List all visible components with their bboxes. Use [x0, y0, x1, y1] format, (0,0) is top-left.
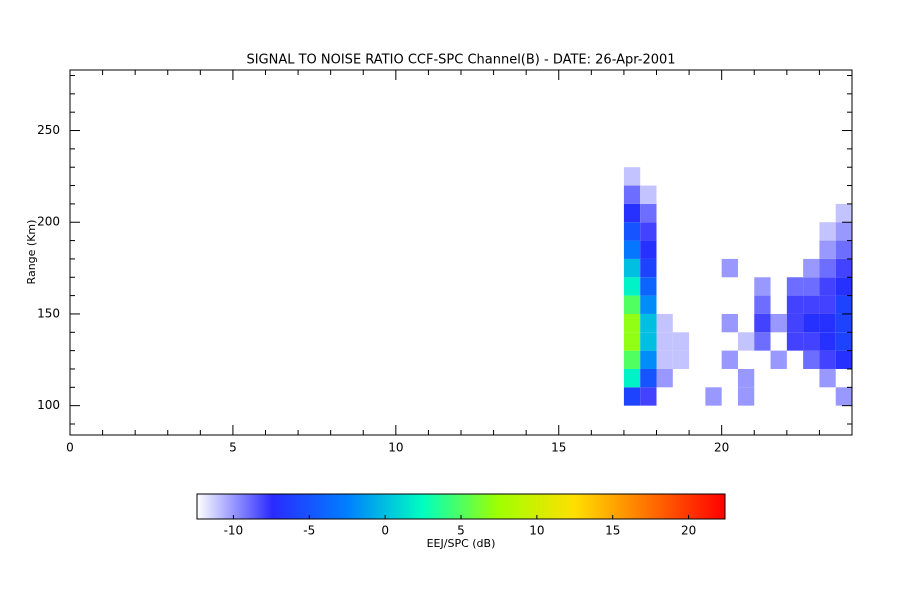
heatmap-cell	[623, 203, 641, 223]
heatmap-cell	[623, 277, 641, 296]
heatmap-cell	[623, 222, 641, 241]
heatmap-cell	[623, 185, 641, 204]
heatmap-cell	[721, 313, 738, 333]
heatmap-cell	[640, 185, 657, 204]
y-tick-label: 250	[37, 123, 60, 137]
heatmap-cell	[623, 240, 641, 259]
x-tick-label: 0	[66, 441, 74, 455]
heatmap-cell	[640, 295, 657, 314]
y-axis-label: Range (Km)	[25, 220, 38, 285]
heatmap-cell	[786, 332, 804, 351]
heatmap-cell	[786, 313, 804, 333]
heatmap-cell	[737, 332, 755, 351]
heatmap-cell	[754, 277, 771, 296]
x-tick-label: 10	[388, 441, 403, 455]
heatmap-cell	[640, 332, 657, 351]
heatmap-cell	[819, 313, 836, 333]
heatmap-cell	[640, 368, 657, 388]
colorbar-tick-label: 20	[681, 524, 696, 538]
heatmap-cell	[819, 332, 836, 351]
chart-title: SIGNAL TO NOISE RATIO CCF-SPC Channel(B)…	[246, 53, 675, 68]
heatmap-cell	[803, 350, 820, 369]
heatmap-cell	[803, 258, 820, 278]
heatmap-cell	[640, 277, 657, 296]
heatmap-cell	[640, 240, 657, 259]
heatmap-cell	[721, 350, 738, 369]
heatmap-cell	[819, 295, 836, 314]
heatmap-cell	[623, 387, 641, 406]
heatmap-cell	[819, 240, 836, 259]
colorbar-tick-label: 5	[457, 524, 465, 538]
heatmap-cell	[819, 258, 836, 278]
heatmap-cell	[835, 222, 852, 241]
heatmap-cell	[803, 332, 820, 351]
x-tick-label: 20	[714, 441, 729, 455]
heatmap-cell	[803, 277, 820, 296]
heatmap-cell	[672, 332, 690, 351]
heatmap-cell	[770, 313, 787, 333]
heatmap-cell	[786, 277, 804, 296]
heatmap-cell	[754, 332, 771, 351]
heatmap-cell	[623, 350, 641, 369]
y-tick-label: 200	[37, 215, 60, 229]
heatmap-cell	[835, 295, 852, 314]
colorbar-tick-label: -5	[303, 524, 315, 538]
heatmap-cell	[640, 222, 657, 241]
heatmap-cell	[705, 387, 722, 406]
x-tick-label: 5	[229, 441, 237, 455]
colorbar-tick-label: -10	[224, 524, 244, 538]
colorbar-tick-label: 0	[381, 524, 389, 538]
heatmap-cell	[640, 350, 657, 369]
heatmap-cell	[819, 368, 836, 388]
heatmap-cell	[721, 258, 738, 278]
heatmap-cell	[835, 240, 852, 259]
heatmap-cell	[835, 203, 852, 223]
y-tick-label: 150	[37, 306, 60, 320]
heatmap-cell	[835, 258, 852, 278]
heatmap-cell	[835, 350, 852, 369]
heatmap-cell	[656, 332, 673, 351]
y-tick-label: 100	[37, 398, 60, 412]
heatmap-cell	[623, 313, 641, 333]
heatmap-cell	[656, 368, 673, 388]
heatmap-cell	[656, 313, 673, 333]
heatmap-cell	[819, 277, 836, 296]
heatmap-cell	[640, 313, 657, 333]
heatmap-cell	[623, 332, 641, 351]
heatmap-cell	[819, 222, 836, 241]
colorbar-label: EEJ/SPC (dB)	[427, 537, 496, 550]
heatmap-cell	[656, 350, 673, 369]
heatmap-cell	[623, 295, 641, 314]
heatmap-cell	[623, 258, 641, 278]
heatmap-cell	[770, 350, 787, 369]
heatmap-cell	[754, 313, 771, 333]
x-tick-label: 15	[551, 441, 566, 455]
heatmap-cell	[786, 295, 804, 314]
heatmap-cell	[672, 350, 690, 369]
heatmap-cell	[835, 313, 852, 333]
heatmap-cell	[623, 368, 641, 388]
heatmap-cell	[737, 368, 755, 388]
colorbar-tick-label: 15	[605, 524, 620, 538]
heatmap-cell	[640, 258, 657, 278]
heatmap-cell	[803, 295, 820, 314]
heatmap-cell	[640, 203, 657, 223]
heatmap-cell	[623, 167, 641, 186]
colorbar	[196, 493, 726, 520]
heatmap-cell	[640, 387, 657, 406]
heatmap-cell	[737, 387, 755, 406]
heatmap-cell	[835, 332, 852, 351]
colorbar-tick-label: 10	[529, 524, 544, 538]
heatmap-cell	[754, 295, 771, 314]
heatmap-cell	[835, 277, 852, 296]
heatmap-cell	[819, 350, 836, 369]
heatmap-cell	[835, 387, 852, 406]
heatmap-cell	[803, 313, 820, 333]
